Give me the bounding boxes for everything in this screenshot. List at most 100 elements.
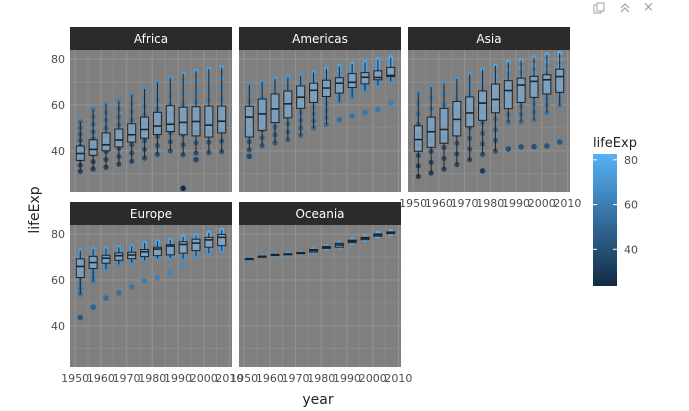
panel-background xyxy=(239,225,401,367)
legend-colorbar xyxy=(593,154,617,286)
boxplot-1982 xyxy=(152,82,162,155)
facet-strip xyxy=(70,202,232,225)
box-body xyxy=(140,116,150,139)
boxplot-1972 xyxy=(465,74,475,160)
x-tick-label: 2010 xyxy=(384,372,412,385)
data-point xyxy=(103,245,109,252)
outlier-point xyxy=(167,270,174,276)
outlier-point xyxy=(349,113,355,119)
boxplot-1977 xyxy=(140,243,150,284)
legend-tick-label: 40 xyxy=(624,243,638,256)
boxplot-1972 xyxy=(296,75,306,136)
box-body xyxy=(140,249,150,258)
data-point xyxy=(129,243,135,249)
outlier-point xyxy=(387,100,394,106)
facet-strip-label: Oceania xyxy=(295,207,344,221)
x-tick-label: 1990 xyxy=(333,372,361,385)
boxplot-1992 xyxy=(347,63,357,119)
boxplot-1962 xyxy=(270,253,280,257)
boxplot-1987 xyxy=(334,66,344,123)
x-tick-label: 1960 xyxy=(425,197,453,210)
boxplot-2007 xyxy=(386,57,396,106)
y-axis-title: lifeExp xyxy=(27,186,43,233)
boxplot-1967 xyxy=(114,101,124,165)
facet-strip xyxy=(239,202,401,225)
box-body xyxy=(347,73,357,89)
x-tick-label: 1980 xyxy=(476,197,504,210)
outlier-point xyxy=(90,304,96,311)
outlier-point xyxy=(362,109,368,116)
box-body xyxy=(503,80,513,110)
box-body xyxy=(178,241,188,254)
boxplot-1952 xyxy=(244,84,254,160)
box-body xyxy=(165,244,175,256)
box-body xyxy=(101,132,111,152)
boxplot-1967 xyxy=(114,247,124,296)
facet-strip-label: Africa xyxy=(134,32,168,46)
boxplot-1952 xyxy=(75,250,85,321)
box-body xyxy=(386,66,396,78)
box-body xyxy=(413,125,423,152)
boxplot-1977 xyxy=(309,249,319,253)
outlier-point xyxy=(518,144,524,150)
boxplot-2002 xyxy=(204,232,214,254)
box-body xyxy=(334,77,344,94)
boxplot-2002 xyxy=(542,54,552,149)
box-body xyxy=(478,90,488,121)
boxplot-1967 xyxy=(283,77,293,140)
box-body xyxy=(204,236,214,248)
boxplot-1957 xyxy=(426,87,436,173)
x-tick-label: 1990 xyxy=(164,372,192,385)
data-point xyxy=(219,227,225,233)
boxplot-1957 xyxy=(257,255,267,258)
boxplot-1992 xyxy=(178,73,188,192)
data-point xyxy=(193,232,199,239)
boxplot-1982 xyxy=(152,241,162,281)
boxplot-1982 xyxy=(321,246,331,249)
boxplot-1987 xyxy=(334,242,344,248)
data-point xyxy=(167,237,173,243)
y-tick-label: 80 xyxy=(51,53,65,66)
box-body xyxy=(191,238,201,252)
box-body xyxy=(127,123,137,143)
x-tick-label: 1950 xyxy=(61,372,89,385)
box-body xyxy=(178,106,188,136)
box-body xyxy=(542,74,552,95)
data-point xyxy=(90,246,96,252)
boxplot-1987 xyxy=(165,239,175,276)
outlier-point xyxy=(556,139,563,145)
close-icon[interactable]: × xyxy=(643,0,654,15)
copy-icon[interactable] xyxy=(593,2,605,17)
box-body xyxy=(490,83,500,114)
boxplot-1997 xyxy=(191,235,201,257)
outlier-point xyxy=(336,116,343,123)
boxplot-1952 xyxy=(244,257,254,261)
facet-strip xyxy=(70,27,232,50)
legend-tick-label: 60 xyxy=(624,199,638,212)
facet-strip xyxy=(239,27,401,50)
boxplot-1997 xyxy=(529,57,539,150)
facet-panel-africa: Africa 40 60 80 xyxy=(51,27,232,192)
boxplot-1957 xyxy=(88,109,98,170)
chevron-up-double-icon[interactable] xyxy=(619,2,631,17)
panel-background xyxy=(70,225,232,367)
viewer-toolbar: × xyxy=(589,0,689,18)
outlier-point xyxy=(77,314,84,321)
y-tick-label: 60 xyxy=(51,99,65,112)
outlier-point xyxy=(128,284,135,290)
boxplot-2007 xyxy=(386,231,396,235)
boxplot-2007 xyxy=(217,230,227,251)
box-body xyxy=(465,96,475,128)
box-body xyxy=(152,111,162,136)
boxplot-1972 xyxy=(127,95,137,162)
boxplot-1962 xyxy=(101,104,111,168)
x-tick-label: 1980 xyxy=(138,372,166,385)
facet-strip-label: Asia xyxy=(476,32,501,46)
data-point xyxy=(141,240,148,246)
outlier-point xyxy=(180,185,186,192)
x-tick-label: 1960 xyxy=(87,372,115,385)
x-tick-label: 1950 xyxy=(399,197,427,210)
boxplot-2007 xyxy=(555,53,565,145)
